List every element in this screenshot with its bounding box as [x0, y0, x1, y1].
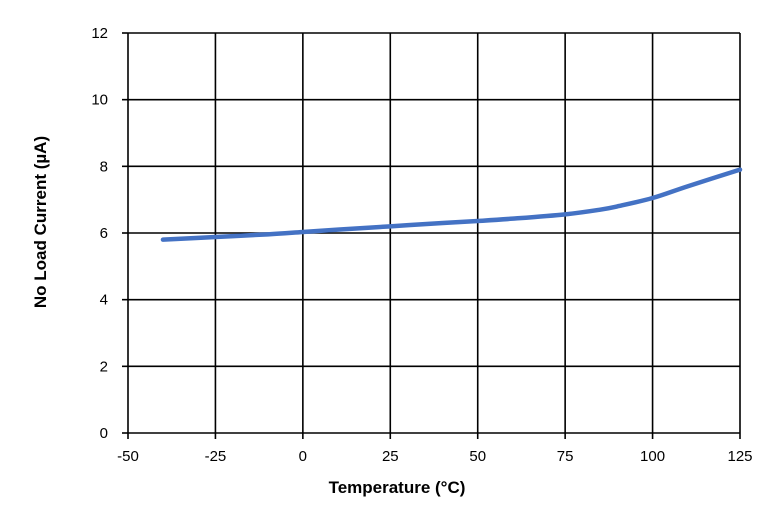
y-tick-label: 0 [100, 425, 108, 442]
x-tick-label: 0 [299, 448, 307, 465]
grid [122, 32, 741, 439]
x-tick-label: 125 [727, 448, 752, 465]
x-tick-label: 50 [469, 448, 486, 465]
tick-labels: -50 -25 0 25 50 75 100 125 0 2 4 6 8 10 12 [91, 25, 752, 465]
y-axis-title: No Load Current (µA) [31, 136, 50, 308]
x-axis-title: Temperature (°C) [329, 478, 466, 497]
x-tick-label: -50 [117, 448, 139, 465]
y-tick-label: 12 [91, 25, 108, 42]
y-tick-label: 10 [91, 92, 108, 109]
y-tick-label: 6 [100, 225, 108, 242]
x-tick-label: 25 [382, 448, 399, 465]
x-tick-label: 75 [557, 448, 574, 465]
y-tick-label: 4 [100, 292, 108, 309]
x-tick-label: 100 [640, 448, 665, 465]
x-tick-label: -25 [205, 448, 227, 465]
y-tick-label: 8 [100, 158, 108, 175]
series-line [160, 167, 743, 242]
series-layer [160, 167, 743, 242]
y-tick-label: 2 [100, 358, 108, 375]
